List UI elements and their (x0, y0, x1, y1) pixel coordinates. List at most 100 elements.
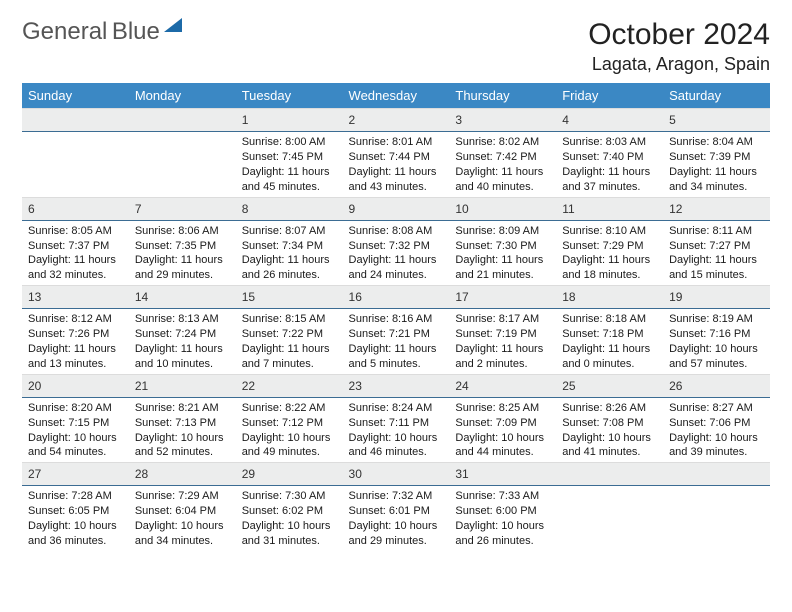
day-number: 7 (129, 197, 236, 221)
calendar-wrap: Sunday Monday Tuesday Wednesday Thursday… (22, 83, 770, 551)
calendar-cell: 9Sunrise: 8:08 AMSunset: 7:32 PMDaylight… (343, 197, 450, 286)
calendar-cell: 6Sunrise: 8:05 AMSunset: 7:37 PMDaylight… (22, 197, 129, 286)
day-number: 11 (556, 197, 663, 221)
weekday-header: Thursday (449, 83, 556, 108)
sunrise-text: Sunrise: 8:01 AM (349, 135, 444, 150)
sunset-text: Sunset: 7:19 PM (455, 327, 550, 342)
day-number: 24 (449, 374, 556, 398)
sunrise-text: Sunrise: 8:10 AM (562, 224, 657, 239)
sunrise-text: Sunrise: 8:06 AM (135, 224, 230, 239)
sunrise-text: Sunrise: 8:21 AM (135, 401, 230, 416)
location: Lagata, Aragon, Spain (588, 54, 770, 75)
sunset-text: Sunset: 7:08 PM (562, 416, 657, 431)
calendar-cell (663, 462, 770, 551)
calendar-cell: 15Sunrise: 8:15 AMSunset: 7:22 PMDayligh… (236, 285, 343, 374)
sunrise-text: Sunrise: 8:18 AM (562, 312, 657, 327)
sunset-text: Sunset: 7:24 PM (135, 327, 230, 342)
sunrise-text: Sunrise: 7:30 AM (242, 489, 337, 504)
day-number: 15 (236, 285, 343, 309)
day-number: 1 (236, 108, 343, 132)
calendar-cell: 5Sunrise: 8:04 AMSunset: 7:39 PMDaylight… (663, 108, 770, 197)
calendar-cell: 27Sunrise: 7:28 AMSunset: 6:05 PMDayligh… (22, 462, 129, 551)
logo: General Blue (22, 18, 182, 46)
calendar-cell: 12Sunrise: 8:11 AMSunset: 7:27 PMDayligh… (663, 197, 770, 286)
day-number: 29 (236, 462, 343, 486)
daylight-text: Daylight: 11 hours and 43 minutes. (349, 165, 444, 195)
sunrise-text: Sunrise: 8:09 AM (455, 224, 550, 239)
sunset-text: Sunset: 7:34 PM (242, 239, 337, 254)
calendar-cell (556, 462, 663, 551)
day-body: Sunrise: 8:04 AMSunset: 7:39 PMDaylight:… (663, 132, 770, 196)
daylight-text: Daylight: 11 hours and 10 minutes. (135, 342, 230, 372)
daylight-text: Daylight: 11 hours and 21 minutes. (455, 253, 550, 283)
sunset-text: Sunset: 7:15 PM (28, 416, 123, 431)
day-number: 8 (236, 197, 343, 221)
sunrise-text: Sunrise: 7:33 AM (455, 489, 550, 504)
calendar-cell: 11Sunrise: 8:10 AMSunset: 7:29 PMDayligh… (556, 197, 663, 286)
calendar-cell: 13Sunrise: 8:12 AMSunset: 7:26 PMDayligh… (22, 285, 129, 374)
daylight-text: Daylight: 10 hours and 29 minutes. (349, 519, 444, 549)
daylight-text: Daylight: 10 hours and 54 minutes. (28, 431, 123, 461)
daylight-text: Daylight: 11 hours and 40 minutes. (455, 165, 550, 195)
day-number: 10 (449, 197, 556, 221)
daylight-text: Daylight: 10 hours and 39 minutes. (669, 431, 764, 461)
sunset-text: Sunset: 7:35 PM (135, 239, 230, 254)
daylight-text: Daylight: 11 hours and 18 minutes. (562, 253, 657, 283)
logo-blue: Blue (112, 18, 160, 45)
calendar-cell: 31Sunrise: 7:33 AMSunset: 6:00 PMDayligh… (449, 462, 556, 551)
sunset-text: Sunset: 7:40 PM (562, 150, 657, 165)
calendar-cell: 25Sunrise: 8:26 AMSunset: 7:08 PMDayligh… (556, 374, 663, 463)
daylight-text: Daylight: 11 hours and 37 minutes. (562, 165, 657, 195)
day-number: 19 (663, 285, 770, 309)
daylight-text: Daylight: 10 hours and 26 minutes. (455, 519, 550, 549)
daylight-text: Daylight: 11 hours and 7 minutes. (242, 342, 337, 372)
sunset-text: Sunset: 7:30 PM (455, 239, 550, 254)
sunrise-text: Sunrise: 8:22 AM (242, 401, 337, 416)
daylight-text: Daylight: 10 hours and 34 minutes. (135, 519, 230, 549)
calendar-cell: 23Sunrise: 8:24 AMSunset: 7:11 PMDayligh… (343, 374, 450, 463)
calendar-week-row: 13Sunrise: 8:12 AMSunset: 7:26 PMDayligh… (22, 285, 770, 374)
day-number: 30 (343, 462, 450, 486)
day-body: Sunrise: 8:07 AMSunset: 7:34 PMDaylight:… (236, 221, 343, 285)
sunrise-text: Sunrise: 8:04 AM (669, 135, 764, 150)
sunset-text: Sunset: 7:45 PM (242, 150, 337, 165)
day-body: Sunrise: 8:24 AMSunset: 7:11 PMDaylight:… (343, 398, 450, 462)
sunset-text: Sunset: 7:42 PM (455, 150, 550, 165)
day-body: Sunrise: 8:20 AMSunset: 7:15 PMDaylight:… (22, 398, 129, 462)
month-title: October 2024 (588, 18, 770, 52)
sunrise-text: Sunrise: 7:28 AM (28, 489, 123, 504)
sunset-text: Sunset: 7:18 PM (562, 327, 657, 342)
sunrise-text: Sunrise: 8:15 AM (242, 312, 337, 327)
day-body: Sunrise: 8:22 AMSunset: 7:12 PMDaylight:… (236, 398, 343, 462)
daylight-text: Daylight: 10 hours and 44 minutes. (455, 431, 550, 461)
daylight-text: Daylight: 10 hours and 57 minutes. (669, 342, 764, 372)
day-body: Sunrise: 7:28 AMSunset: 6:05 PMDaylight:… (22, 486, 129, 550)
day-number: 17 (449, 285, 556, 309)
logo-triangle-icon (164, 18, 182, 32)
day-number: 14 (129, 285, 236, 309)
day-body: Sunrise: 7:33 AMSunset: 6:00 PMDaylight:… (449, 486, 556, 550)
calendar-cell: 20Sunrise: 8:20 AMSunset: 7:15 PMDayligh… (22, 374, 129, 463)
day-number: 26 (663, 374, 770, 398)
daylight-text: Daylight: 11 hours and 5 minutes. (349, 342, 444, 372)
calendar-cell: 28Sunrise: 7:29 AMSunset: 6:04 PMDayligh… (129, 462, 236, 551)
weekday-header: Friday (556, 83, 663, 108)
day-body: Sunrise: 8:12 AMSunset: 7:26 PMDaylight:… (22, 309, 129, 373)
day-body: Sunrise: 7:32 AMSunset: 6:01 PMDaylight:… (343, 486, 450, 550)
daylight-text: Daylight: 11 hours and 45 minutes. (242, 165, 337, 195)
sunset-text: Sunset: 6:01 PM (349, 504, 444, 519)
day-number: 12 (663, 197, 770, 221)
daylight-text: Daylight: 10 hours and 36 minutes. (28, 519, 123, 549)
day-body: Sunrise: 8:18 AMSunset: 7:18 PMDaylight:… (556, 309, 663, 373)
calendar-week-row: 6Sunrise: 8:05 AMSunset: 7:37 PMDaylight… (22, 197, 770, 286)
sunrise-text: Sunrise: 7:29 AM (135, 489, 230, 504)
day-body: Sunrise: 8:19 AMSunset: 7:16 PMDaylight:… (663, 309, 770, 373)
day-number: 6 (22, 197, 129, 221)
day-number (663, 462, 770, 486)
sunrise-text: Sunrise: 8:03 AM (562, 135, 657, 150)
day-body: Sunrise: 7:29 AMSunset: 6:04 PMDaylight:… (129, 486, 236, 550)
day-number: 20 (22, 374, 129, 398)
day-body: Sunrise: 8:08 AMSunset: 7:32 PMDaylight:… (343, 221, 450, 285)
calendar-cell: 26Sunrise: 8:27 AMSunset: 7:06 PMDayligh… (663, 374, 770, 463)
day-body: Sunrise: 8:26 AMSunset: 7:08 PMDaylight:… (556, 398, 663, 462)
